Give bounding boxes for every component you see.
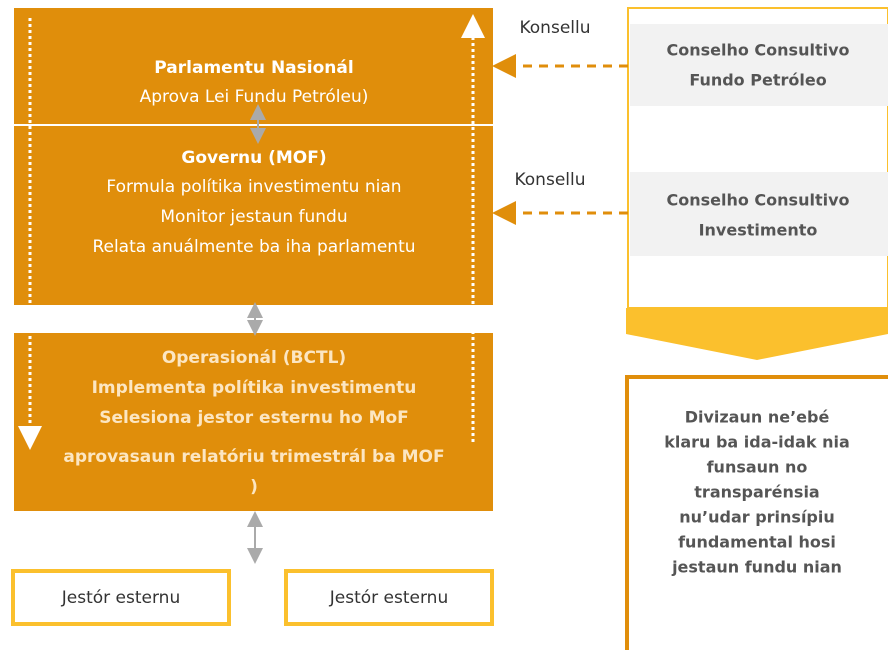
- box-manager: [284, 569, 494, 626]
- note-line: transparénsia: [694, 483, 819, 502]
- box-manager: [11, 569, 231, 626]
- node-line: ): [250, 477, 258, 497]
- node-title: Operasionál (BCTL): [162, 348, 346, 368]
- box-government: [14, 126, 493, 305]
- council-box: [630, 24, 888, 106]
- node-line: Selesiona jestor esternu ho MoF: [99, 408, 409, 428]
- edge-label: Konsellu: [514, 170, 585, 190]
- note-line: fundamental hosi: [678, 533, 836, 552]
- node-title: Parlamentu Nasionál: [154, 58, 353, 78]
- chevron: [626, 308, 888, 360]
- node-title: Jestór esternu: [329, 588, 448, 608]
- council-line: Conselho Consultivo: [666, 41, 849, 60]
- node-line: Formula polítika investimentu nian: [106, 177, 401, 197]
- box-operational: [14, 333, 493, 511]
- note-line: Divizaun ne’ebé: [685, 408, 830, 427]
- edge-label: Konsellu: [519, 18, 590, 38]
- node-title: Jestór esternu: [61, 588, 180, 608]
- node-title: Governu (MOF): [181, 148, 326, 168]
- node-line: Relata anuálmente ba iha parlamentu: [92, 237, 415, 257]
- note-line: klaru ba ida-idak nia: [664, 433, 850, 452]
- node-line: aprovasaun relatóriu trimestrál ba MOF: [63, 447, 444, 467]
- note-border: [625, 375, 888, 650]
- note-line: funsaun no: [707, 458, 808, 477]
- note-line: jestaun fundu nian: [671, 558, 842, 577]
- node-line: Aprova Lei Fundu Petróleu): [140, 87, 369, 107]
- council-box: [630, 172, 888, 256]
- council-line: Conselho Consultivo: [666, 191, 849, 210]
- council-line: Investimento: [699, 221, 818, 240]
- node-line: Monitor jestaun fundu: [160, 207, 347, 227]
- note-line: nu’udar prinsípiu: [679, 508, 835, 527]
- note: Divizaun ne’ebé klaru ba ida-idak nia fu…: [664, 408, 850, 577]
- council-line: Fundo Petróleo: [689, 71, 826, 90]
- node-line: Implementa polítika investimentu: [92, 378, 417, 398]
